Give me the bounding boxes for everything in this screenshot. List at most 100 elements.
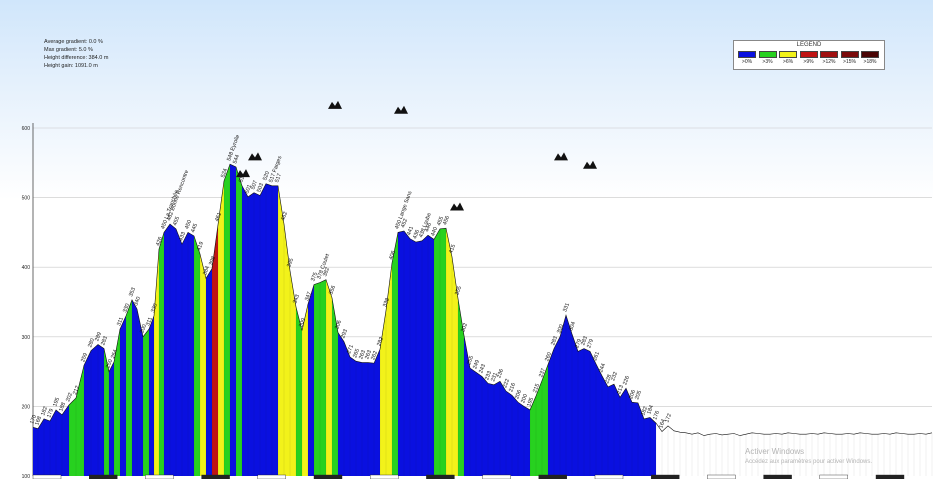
data-label: 450 bbox=[184, 219, 193, 230]
profile-segment bbox=[224, 164, 230, 476]
data-label: 520 bbox=[262, 171, 271, 182]
data-label: 283 bbox=[100, 336, 109, 347]
profile-segment bbox=[132, 299, 143, 476]
data-label: 200 bbox=[520, 393, 529, 404]
profile-segment bbox=[159, 232, 164, 476]
data-label: 206 bbox=[514, 389, 523, 400]
mountain-peak-icon bbox=[328, 100, 342, 109]
data-label: 233 bbox=[484, 370, 493, 381]
data-label: 255 bbox=[466, 355, 475, 366]
data-label: 262 bbox=[370, 350, 379, 361]
data-label: 261 bbox=[592, 351, 601, 362]
profile-segment bbox=[458, 298, 464, 476]
data-label: 228 bbox=[604, 374, 613, 385]
data-label: 517 bbox=[238, 173, 247, 184]
mountain-peak-icon bbox=[554, 152, 568, 161]
profile-segment bbox=[278, 185, 296, 476]
data-label: 237 bbox=[538, 368, 547, 379]
data-label: 283 bbox=[580, 336, 589, 347]
data-label: 452 bbox=[400, 218, 409, 229]
windows-watermark: Activer Windows bbox=[745, 447, 805, 456]
data-label: 205 bbox=[634, 390, 643, 401]
data-label: 244 bbox=[598, 363, 607, 374]
profile-segment bbox=[230, 164, 236, 476]
profile-segment bbox=[326, 279, 332, 476]
data-label: 289 bbox=[94, 331, 103, 342]
profile-segment bbox=[206, 268, 212, 476]
data-label: 300 bbox=[139, 324, 148, 335]
data-label: 356 bbox=[328, 285, 337, 296]
data-label: 182 bbox=[40, 406, 49, 417]
profile-segment bbox=[154, 249, 159, 476]
data-label: 195 bbox=[526, 397, 535, 408]
profile-segment bbox=[149, 315, 154, 476]
max-gradient-text: Max gradient: 5.0 % bbox=[44, 47, 93, 53]
data-label: 264 bbox=[110, 349, 119, 360]
data-label: 343 bbox=[292, 294, 301, 305]
scale-bar-segment bbox=[594, 474, 624, 479]
data-label: 309 bbox=[298, 318, 307, 329]
data-label: 206 bbox=[628, 389, 637, 400]
profile-segment bbox=[554, 315, 656, 476]
data-label: 382 bbox=[322, 267, 331, 278]
data-label: 172 bbox=[664, 413, 673, 424]
stats-panel: Average gradient: 0.0 % Max gradient: 5.… bbox=[44, 38, 108, 70]
data-label: 517 bbox=[274, 173, 283, 184]
profile-segment bbox=[126, 299, 132, 476]
legend-label: >15% bbox=[843, 59, 856, 65]
data-label: 212 bbox=[72, 385, 81, 396]
data-label: 282 bbox=[376, 336, 385, 347]
data-label: 503 bbox=[256, 183, 265, 194]
data-label: 304 bbox=[568, 321, 577, 332]
average-gradient-text: Average gradient: 0.0 % bbox=[44, 39, 103, 45]
data-label: 302 bbox=[460, 322, 469, 333]
scale-bar-segment bbox=[819, 474, 848, 479]
data-label: 384 bbox=[202, 265, 211, 276]
data-label: 433 bbox=[178, 231, 187, 242]
scale-bar-segment bbox=[651, 474, 680, 479]
scale-bar-segment bbox=[145, 474, 174, 479]
data-label: 456 bbox=[442, 215, 451, 226]
data-label: 446 bbox=[424, 222, 433, 233]
profile-segment bbox=[314, 279, 326, 476]
data-label: 164 bbox=[658, 418, 667, 429]
data-label: 265 bbox=[352, 348, 361, 359]
data-label: 280 bbox=[87, 338, 96, 349]
mountain-peak-icon bbox=[394, 105, 408, 114]
mountain-peak-icon bbox=[583, 160, 597, 169]
data-label: 462 Bonne Rencontre bbox=[166, 169, 190, 221]
data-label: 461 bbox=[214, 212, 223, 223]
data-label: 260 bbox=[544, 352, 553, 363]
scale-bar-segment bbox=[313, 474, 343, 479]
profile-segment bbox=[302, 304, 308, 476]
scale-bar-segment bbox=[875, 474, 905, 479]
profile-segment bbox=[114, 329, 120, 476]
profile-segment bbox=[212, 224, 218, 476]
data-label: 184 bbox=[646, 405, 655, 416]
legend-label: >18% bbox=[863, 59, 877, 65]
profile-outline bbox=[32, 163, 933, 436]
legend-swatch bbox=[738, 51, 756, 58]
data-label: 455 bbox=[172, 216, 181, 227]
profile-segment bbox=[380, 263, 392, 476]
data-label: 250 bbox=[105, 359, 114, 370]
profile-segment bbox=[200, 253, 206, 476]
profile-segment bbox=[548, 348, 554, 476]
legend-label: >6% bbox=[782, 59, 794, 65]
mountain-peak-icon bbox=[248, 152, 262, 161]
profile-segment bbox=[120, 315, 126, 476]
y-tick-label: 300 bbox=[22, 335, 31, 341]
data-label: 195 bbox=[52, 397, 61, 408]
data-label: 331 bbox=[562, 302, 571, 313]
legend-swatch bbox=[779, 51, 797, 58]
scale-bar-segment bbox=[257, 474, 286, 479]
data-label: 419 bbox=[196, 241, 205, 252]
legend-label: >12% bbox=[822, 59, 836, 65]
data-label: 176 bbox=[652, 410, 661, 421]
scale-bar-segment bbox=[538, 474, 567, 479]
data-label: 415 bbox=[448, 244, 457, 255]
windows-watermark-sub: Accédez aux paramètres pour activer Wind… bbox=[745, 459, 873, 465]
data-label: 311 bbox=[145, 317, 154, 327]
scale-bar-segment bbox=[32, 474, 62, 479]
scale-bar-segment bbox=[482, 474, 511, 479]
